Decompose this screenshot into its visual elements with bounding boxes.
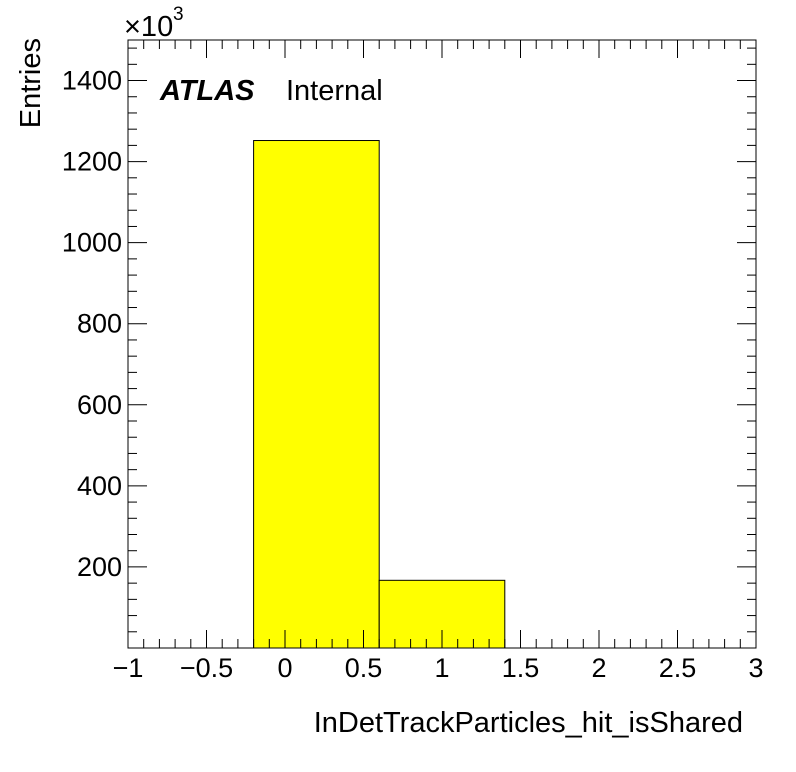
y-axis-title: Entries [15, 38, 47, 128]
bars-layer [253, 140, 506, 649]
y-tick-label: 800 [77, 309, 122, 339]
y-tick-label: 1400 [62, 66, 122, 96]
y-tick-label: 200 [77, 552, 122, 582]
y-tick-label: 600 [77, 390, 122, 420]
x-tick-label: 2.5 [659, 653, 697, 683]
x-tick-label: −1 [113, 653, 144, 683]
y-tick-label: 1200 [62, 147, 122, 177]
x-tick-label: 0.5 [345, 653, 383, 683]
histogram-bin-1 [253, 140, 380, 649]
internal-label: Internal [286, 75, 383, 107]
x-tick-label: 1 [434, 653, 449, 683]
y-tick-label: 1000 [62, 228, 122, 258]
x-axis-title: InDetTrackParticles_hit_isShared [314, 707, 743, 739]
x-tick-label: −0.5 [180, 653, 233, 683]
x-tick-label: 0 [277, 653, 292, 683]
y-axis-multiplier-exponent: 3 [173, 4, 184, 25]
plot-frame [127, 39, 757, 649]
x-tick-label: 3 [748, 653, 763, 683]
y-tick-label: 400 [77, 471, 122, 501]
tick-labels-layer: −1 −0.5 0 0.5 1 1.5 2 2.5 3 200 400 600 800 1000 1200 1… [62, 66, 764, 683]
atlas-label: ATLAS [159, 75, 255, 107]
x-tick-label: 2 [591, 653, 606, 683]
x-tick-label: 1.5 [502, 653, 540, 683]
y-axis-multiplier: ×10 [124, 11, 173, 43]
